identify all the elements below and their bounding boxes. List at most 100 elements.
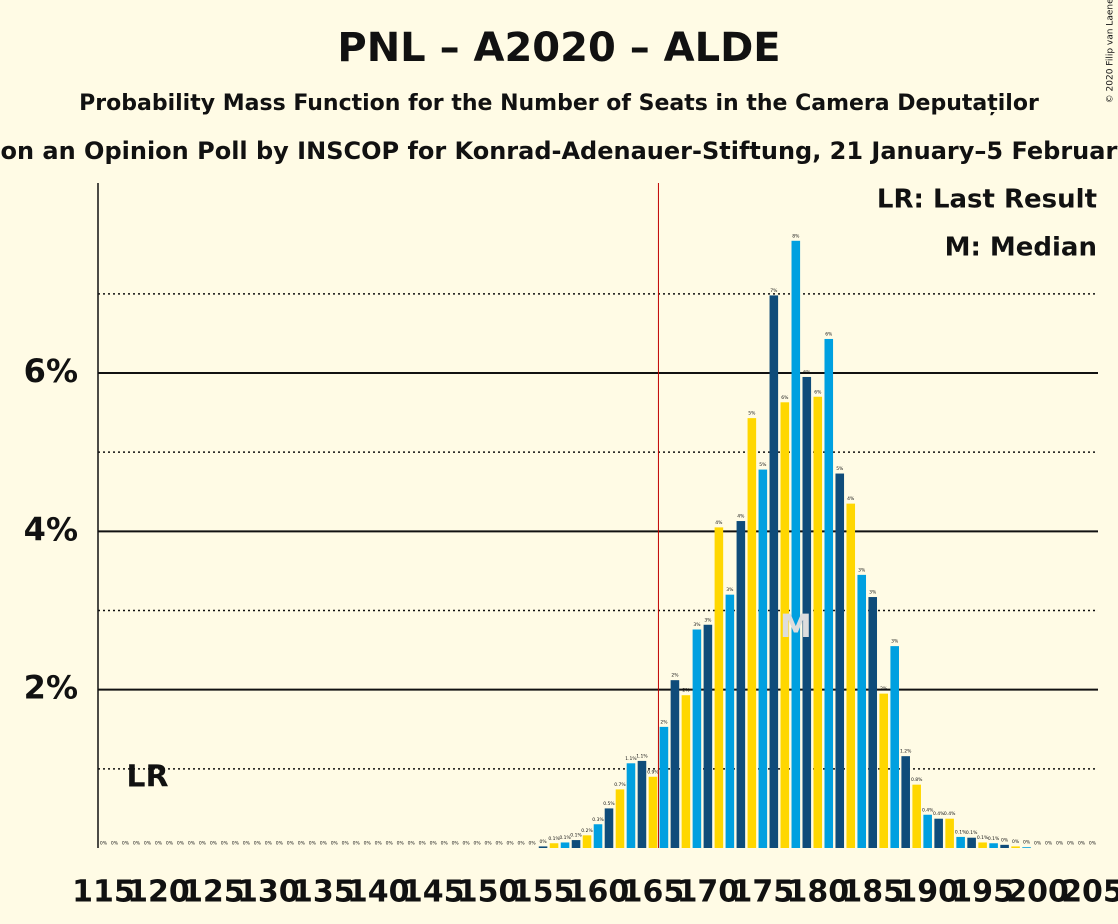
value-label: 3% xyxy=(693,622,701,628)
x-tick-label: 185 xyxy=(841,875,904,910)
bar xyxy=(890,646,899,848)
value-label: 0% xyxy=(463,841,471,847)
value-label: 0.1% xyxy=(966,830,978,836)
value-label: 0% xyxy=(210,841,218,847)
value-label: 0.1% xyxy=(977,835,989,841)
value-label: 6% xyxy=(825,331,833,337)
value-label: 0% xyxy=(408,841,416,847)
value-label: 8% xyxy=(792,233,800,239)
value-label: 0.7% xyxy=(614,782,626,788)
bar xyxy=(989,843,998,848)
value-label: 0% xyxy=(320,841,328,847)
y-tick-label: 6% xyxy=(24,352,78,390)
value-label: 0% xyxy=(397,841,405,847)
value-label: 3% xyxy=(858,567,866,573)
last-result-label: LR xyxy=(126,760,168,795)
value-label: 0% xyxy=(177,841,185,847)
value-label: 0% xyxy=(364,841,372,847)
bar xyxy=(945,818,954,848)
x-tick-label: 155 xyxy=(512,875,575,910)
x-tick-label: 200 xyxy=(1006,875,1069,910)
bar xyxy=(747,418,757,848)
value-label: 0% xyxy=(1078,841,1086,847)
x-tick-label: 180 xyxy=(786,875,849,910)
value-label: 0.1% xyxy=(570,833,582,839)
value-label: 0% xyxy=(496,841,504,847)
value-label: 0% xyxy=(386,841,394,847)
value-label: 2% xyxy=(682,688,690,694)
value-label: 0.1% xyxy=(548,836,560,842)
value-label: 5% xyxy=(836,466,844,472)
value-label: 0.1% xyxy=(955,829,967,835)
value-label: 2% xyxy=(660,719,668,725)
x-tick-label: 135 xyxy=(292,875,355,910)
bar xyxy=(648,776,658,848)
value-label: 3% xyxy=(891,639,899,645)
x-tick-label: 170 xyxy=(677,875,740,910)
bar xyxy=(681,695,691,848)
bar xyxy=(604,808,614,848)
value-label: 0.4% xyxy=(922,807,934,813)
value-label: 0% xyxy=(188,841,196,847)
value-label: 0.3% xyxy=(592,817,604,823)
bar xyxy=(923,814,932,848)
y-tick-label: 4% xyxy=(24,510,78,548)
value-label: 0% xyxy=(1089,841,1097,847)
bar xyxy=(637,760,647,848)
value-label: 4% xyxy=(715,520,723,526)
bar xyxy=(549,843,559,848)
value-label: 0% xyxy=(1045,841,1053,847)
chart-title: PNL – A2020 – ALDE xyxy=(337,25,780,71)
value-label: 0% xyxy=(485,841,493,847)
bar xyxy=(769,295,779,849)
bar xyxy=(868,597,878,848)
value-label: 4% xyxy=(737,514,745,520)
value-label: 0% xyxy=(419,841,427,847)
value-label: 0.4% xyxy=(944,811,956,817)
value-label: 0% xyxy=(221,841,229,847)
value-label: 3% xyxy=(726,587,734,593)
value-label: 0% xyxy=(474,841,482,847)
value-label: 0% xyxy=(1034,841,1042,847)
bar xyxy=(670,680,680,848)
value-label: 0.1% xyxy=(559,835,571,841)
chart-subtitle: Based on an Opinion Poll by INSCOP for K… xyxy=(0,137,1118,165)
bar xyxy=(560,842,570,848)
bar xyxy=(967,837,976,848)
value-label: 0% xyxy=(155,841,163,847)
bar xyxy=(1022,847,1031,848)
bar xyxy=(956,836,965,848)
value-label: 1.1% xyxy=(636,753,648,759)
value-label: 0% xyxy=(430,841,438,847)
value-label: 0% xyxy=(232,841,240,847)
bar xyxy=(824,338,834,848)
value-label: 0% xyxy=(1056,841,1064,847)
value-label: 0% xyxy=(1067,841,1075,847)
value-label: 2% xyxy=(671,673,679,679)
bar xyxy=(659,726,669,848)
value-label: 0.1% xyxy=(988,836,1000,842)
bar xyxy=(813,396,823,848)
value-label: 6% xyxy=(814,389,822,395)
bar xyxy=(692,629,702,848)
bar xyxy=(703,624,713,848)
bar xyxy=(1011,846,1020,848)
value-label: 0.9% xyxy=(647,769,659,775)
bar xyxy=(571,840,581,848)
x-tick-label: 120 xyxy=(127,875,190,910)
value-label: 0% xyxy=(539,839,547,845)
bar xyxy=(846,503,856,848)
value-label: 0% xyxy=(166,841,174,847)
bar xyxy=(725,594,735,848)
value-label: 0% xyxy=(100,841,108,847)
bar xyxy=(879,693,888,848)
x-tick-label: 125 xyxy=(182,875,245,910)
bar xyxy=(582,835,592,848)
value-label: 0.4% xyxy=(933,811,945,817)
x-tick-label: 140 xyxy=(347,875,410,910)
bar xyxy=(901,756,910,848)
value-label: 0% xyxy=(276,841,284,847)
legend-entry: LR: Last Result xyxy=(877,185,1097,215)
bar xyxy=(934,818,943,848)
